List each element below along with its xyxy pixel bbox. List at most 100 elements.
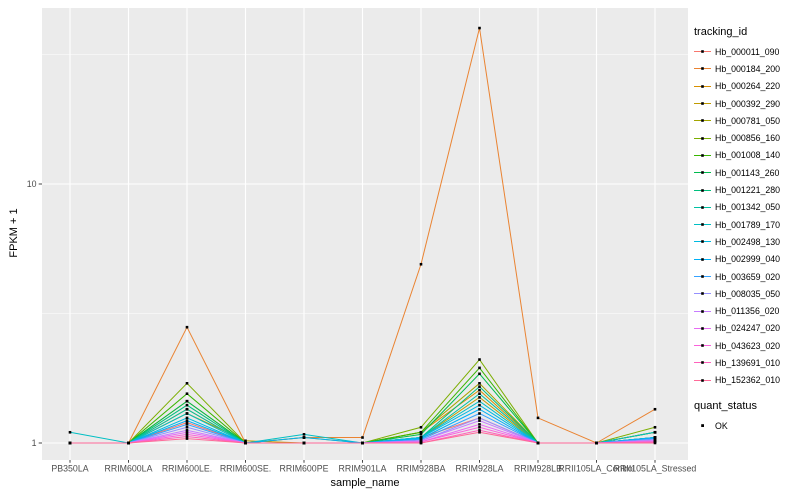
legend-item: Hb_043623_020 [694,337,800,354]
legend-item: Hb_002498_130 [694,233,800,250]
data-point [478,372,481,376]
legend-key-icon [694,327,711,330]
legend-key-icon [694,378,711,382]
x-tick-label: RRIM600SE. [220,464,271,474]
data-point [185,399,189,403]
legend-item: Hb_000856_160 [694,129,800,146]
legend-key-point [701,136,704,140]
legend-item: Hb_152362_010 [694,372,800,389]
quant-key-icon [701,424,704,428]
quant-key-point [701,424,704,428]
legend-item-label: Hb_011356_020 [715,306,780,317]
legend-key-icon [694,188,711,192]
quant-item-label: OK [715,420,728,431]
data-point [185,392,189,396]
data-point [478,26,481,30]
data-point [185,430,189,434]
legend-item: Hb_001342_050 [694,199,800,216]
y-tick-label: 1 [32,438,37,448]
legend-item: Hb_000184_200 [694,60,800,77]
legend-key-point [701,119,704,123]
data-point [185,325,189,329]
x-tick-label: RRII105LA_Control [558,464,634,474]
legend-item: Hb_001221_280 [694,181,800,198]
data-point [419,441,423,445]
panel-background [42,8,688,460]
data-point [185,423,189,426]
legend-key-icon [694,292,711,296]
data-point [68,441,72,445]
legend-title-quant-status: quant_status [694,400,757,412]
legend-key-icon [694,257,711,261]
legend-key-icon [694,67,711,71]
legend-item: Hb_001008_140 [694,147,800,164]
data-point [185,403,189,407]
data-point [478,416,481,420]
data-point [478,396,481,399]
legend-key-icon [694,154,711,157]
x-tick-label: RRIM600LE. [162,464,212,474]
legend-key-icon [694,136,711,140]
x-tick-label: RRIM928LB [514,464,562,474]
legend-key-icon [694,206,711,209]
y-tick-label: 10 [27,179,37,189]
legend-item-label: Hb_001789_170 [715,219,781,230]
legend-item-label: Hb_001008_140 [715,150,781,161]
data-point [419,262,423,266]
legend-key-point [701,309,704,313]
legend-key-point [701,361,704,365]
legend-item-label: Hb_000392_290 [715,98,781,109]
data-point [595,441,598,445]
legend-key-point [701,223,704,226]
legend-item-label: Hb_000856_160 [715,133,781,144]
legend-key-point [701,275,704,278]
data-point [478,423,481,426]
legend-item-label: Hb_001143_260 [715,167,780,178]
legend-item-label: Hb_008035_050 [715,288,781,299]
legend-item-label: Hb_000011_090 [715,46,780,57]
data-point [185,421,189,424]
x-tick-label: RRII105LA_Stressed [614,464,697,474]
data-point [478,399,481,403]
data-point [185,425,189,429]
x-tick-label: RRIM901LA [339,464,387,474]
data-point [361,441,364,445]
legend-key-point [701,344,704,347]
legend-key-icon [694,361,711,365]
data-point [536,416,540,420]
legend-key-point [701,171,704,175]
data-point [185,428,189,432]
data-point [244,441,247,445]
data-point [478,407,481,411]
data-point [478,430,481,434]
legend-item-label: Hb_000184_200 [715,63,781,74]
legend-key-point [701,154,704,157]
legend-item-label: Hb_002999_040 [715,254,781,265]
legend-item: Hb_001143_260 [694,164,800,181]
legend-key-icon [694,102,711,105]
legend-item: Hb_008035_050 [694,285,800,302]
x-tick-label: RRIM600PE [280,464,329,474]
data-point [185,412,189,415]
legend-key-point [701,67,704,71]
data-point [653,407,657,411]
legend-items: Hb_000011_090 Hb_000184_200 Hb_000264_220 H… [694,43,800,389]
data-point [653,441,657,445]
legend-key-icon [694,240,711,244]
legend-item: Hb_024247_020 [694,320,800,337]
legend-item-label: Hb_003659_020 [715,271,781,282]
data-point [244,439,247,443]
legend-item: Hb_011356_020 [694,302,800,319]
legend-item-label: Hb_001342_050 [715,202,781,213]
legend-key-point [701,378,704,382]
legend-item-label: Hb_001221_280 [715,185,781,196]
data-point [478,428,481,432]
legend-item-label: Hb_139691_010 [715,357,781,368]
data-point [185,435,189,438]
data-point [68,430,72,434]
data-point [478,358,481,361]
legend-key-icon [694,84,711,88]
legend-key-point [701,84,704,88]
data-point [478,403,481,407]
data-point [302,436,306,439]
